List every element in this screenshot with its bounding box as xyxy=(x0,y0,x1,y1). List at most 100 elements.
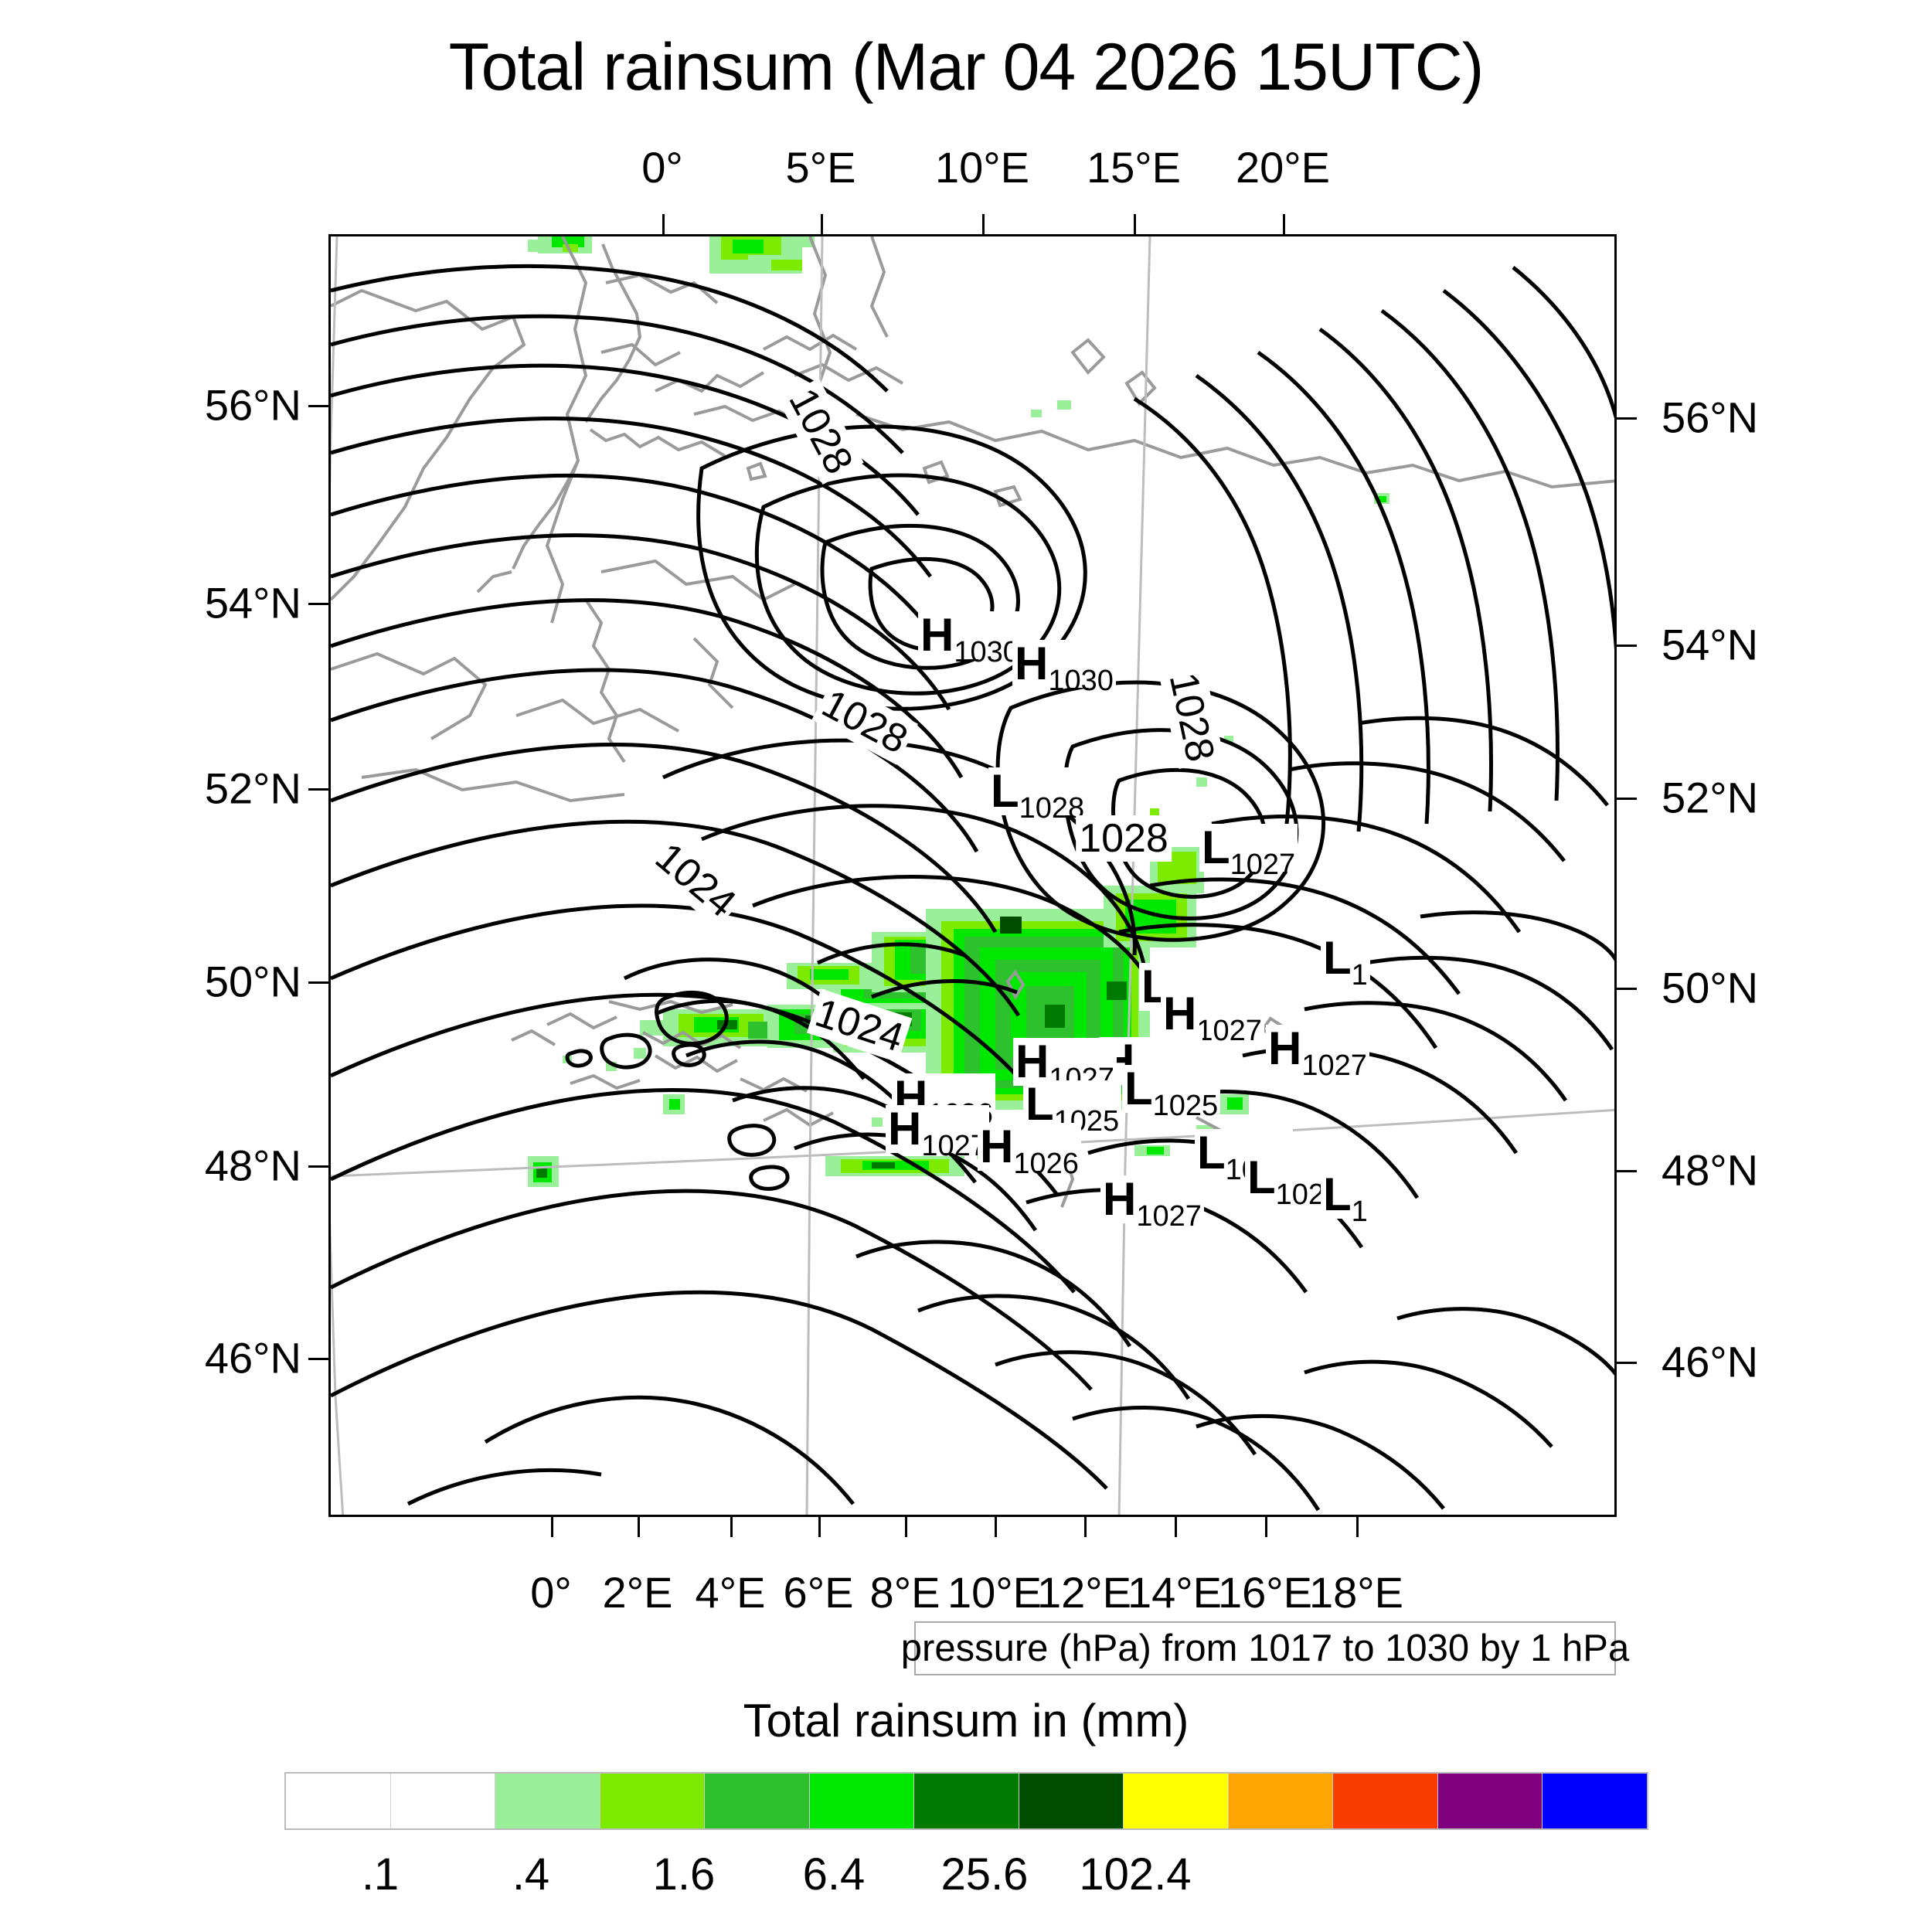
lon-tick-bottom xyxy=(1084,1517,1087,1537)
lon-tick-top xyxy=(982,214,985,234)
colorbar-title: Total rainsum in (mm) xyxy=(743,1695,1189,1747)
lon-tick-bottom xyxy=(818,1517,821,1537)
lat-tick-label-right: 54°N xyxy=(1662,620,1759,669)
lat-tick-right xyxy=(1617,1170,1637,1172)
pressure-marker-type: L xyxy=(1197,1127,1226,1179)
lon-tick-bottom xyxy=(1265,1517,1267,1537)
isobar-value-label: 1028 xyxy=(1076,815,1172,862)
high-pressure-marker: H1030 xyxy=(918,609,1022,667)
lat-tick-label-right: 52°N xyxy=(1662,773,1759,822)
lon-tick-bottom xyxy=(1356,1517,1359,1537)
pressure-marker-value: 1 xyxy=(1351,1196,1368,1228)
pressure-marker-type: L xyxy=(1323,1168,1352,1220)
lon-tick-label-bottom: 16°E xyxy=(1217,1568,1313,1617)
lat-tick-label-right: 56°N xyxy=(1662,393,1759,442)
pressure-marker-type: L xyxy=(1323,932,1352,984)
pressure-marker-type: L xyxy=(1202,821,1230,873)
pressure-marker-value: 1028 xyxy=(1019,792,1085,825)
page-title: Total rainsum (Mar 04 2026 15UTC) xyxy=(448,30,1485,104)
high-pressure-marker: H1027 xyxy=(1266,1022,1369,1080)
pressure-marker-value: 1 xyxy=(1351,959,1368,992)
colorbar-tick-label: 25.6 xyxy=(940,1849,1029,1900)
colorbar-cell[interactable] xyxy=(1543,1774,1647,1828)
lat-tick-label-left: 50°N xyxy=(204,957,301,1006)
lon-tick-top xyxy=(1134,214,1136,234)
pressure-marker-value: 1027 xyxy=(921,1130,987,1162)
lon-tick-label-bottom: 8°E xyxy=(869,1568,940,1617)
lat-tick-label-right: 46°N xyxy=(1662,1337,1759,1386)
lat-tick-label-right: 48°N xyxy=(1662,1145,1759,1195)
colorbar-tick-label: 6.4 xyxy=(802,1849,866,1900)
pressure-marker-type: H xyxy=(1163,988,1197,1039)
colorbar-tick-label: 1.6 xyxy=(652,1849,716,1900)
colorbar-tick-label: .1 xyxy=(361,1849,400,1900)
colorbar-cell[interactable] xyxy=(390,1774,496,1828)
graticule xyxy=(331,236,1614,1515)
lat-tick-left xyxy=(308,981,328,984)
colorbar-tick-label: 102.4 xyxy=(1079,1849,1192,1900)
lon-tick-label-bottom: 6°E xyxy=(783,1568,854,1617)
pressure-marker-value: 1027 xyxy=(1196,1015,1262,1047)
pressure-marker-type: H xyxy=(1015,1036,1049,1087)
lon-tick-label-bottom: 14°E xyxy=(1127,1568,1223,1617)
pressure-marker-type: L xyxy=(1247,1151,1276,1203)
pressure-marker-value: 1030 xyxy=(954,636,1019,668)
lat-tick-left xyxy=(308,1358,328,1360)
low-pressure-marker: L1025 xyxy=(1122,1063,1221,1121)
pressure-marker-value: 1027 xyxy=(1230,849,1296,881)
colorbar-cell[interactable] xyxy=(286,1774,391,1828)
colorbar-cell[interactable] xyxy=(705,1774,810,1828)
high-pressure-marker: H1027 xyxy=(1161,988,1264,1046)
lat-tick-right xyxy=(1617,988,1637,990)
low-pressure-marker: L1027 xyxy=(1199,821,1298,879)
pressure-legend-text: pressure (hPa) from 1017 to 1030 by 1 hP… xyxy=(900,1628,1630,1669)
lon-tick-bottom xyxy=(995,1517,997,1537)
colorbar-cell[interactable] xyxy=(495,1774,600,1828)
colorbar-cell[interactable] xyxy=(914,1774,1019,1828)
colorbar-cell[interactable] xyxy=(1019,1774,1124,1828)
pressure-marker-type: H xyxy=(920,609,954,661)
pressure-marker-type: H xyxy=(980,1121,1014,1172)
colorbar-cell[interactable] xyxy=(1333,1774,1438,1828)
lat-tick-label-right: 50°N xyxy=(1662,963,1759,1012)
lon-tick-bottom xyxy=(551,1517,553,1537)
lat-tick-right xyxy=(1617,645,1637,647)
map-plot-area[interactable]: H1030H1030L1028L1027L1026H1027H1027H1028… xyxy=(328,234,1617,1517)
lon-tick-label-top: 5°E xyxy=(785,143,856,192)
low-pressure-marker: L1 xyxy=(1321,1168,1370,1226)
high-pressure-marker: H1027 xyxy=(886,1105,989,1161)
lon-tick-label-bottom: 12°E xyxy=(1036,1568,1132,1617)
colorbar-cell[interactable] xyxy=(809,1774,915,1828)
pressure-marker-type: L xyxy=(1026,1078,1054,1130)
lat-tick-right xyxy=(1617,1362,1637,1364)
lat-tick-left xyxy=(308,788,328,791)
map-canvas xyxy=(331,236,1614,1515)
colorbar-cell[interactable] xyxy=(1228,1774,1334,1828)
map-clip xyxy=(331,236,1614,1515)
lat-tick-right xyxy=(1617,417,1637,420)
lon-tick-top xyxy=(1283,214,1285,234)
colorbar-cell[interactable] xyxy=(1437,1774,1543,1828)
lon-tick-label-top: 15°E xyxy=(1086,143,1182,192)
lat-tick-right xyxy=(1617,798,1637,800)
low-pressure-marker: L1 xyxy=(1321,932,1370,990)
pressure-legend-box: pressure (hPa) from 1017 to 1030 by 1 hP… xyxy=(901,1621,1629,1675)
lon-tick-bottom xyxy=(1175,1517,1177,1537)
colorbar-cell[interactable] xyxy=(1124,1774,1229,1828)
high-pressure-marker: H1027 xyxy=(1013,1036,1117,1094)
lat-tick-label-left: 56°N xyxy=(204,380,301,430)
lon-tick-label-bottom: 4°E xyxy=(695,1568,766,1617)
pressure-marker-type: H xyxy=(1268,1022,1302,1074)
lon-tick-bottom xyxy=(905,1517,907,1537)
low-pressure-marker: L1025 xyxy=(1023,1078,1122,1136)
pressure-marker-type: H xyxy=(1103,1173,1137,1225)
pressure-marker-type: L xyxy=(1124,1063,1153,1114)
lon-tick-label-top: 20°E xyxy=(1235,143,1331,192)
lon-tick-label-top: 10°E xyxy=(934,143,1030,192)
pressure-marker-value: 1027 xyxy=(1301,1049,1367,1082)
colorbar-tick-label: .4 xyxy=(512,1849,550,1900)
colorbar-cell[interactable] xyxy=(600,1774,706,1828)
colorbar[interactable] xyxy=(284,1772,1648,1830)
pressure-marker-type: H xyxy=(1015,638,1049,689)
pressure-marker-value: 1030 xyxy=(1048,665,1114,697)
